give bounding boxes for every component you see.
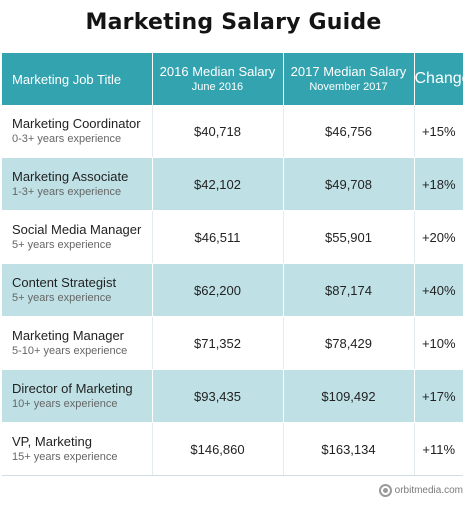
salary-2016: $62,200 (152, 263, 284, 317)
salary-2017: $49,708 (283, 157, 415, 211)
header-job-title: Marketing Job Title (2, 53, 153, 105)
salary-change: +20% (414, 210, 463, 264)
job-title: Director of Marketing (12, 381, 133, 396)
salary-2016: $146,860 (152, 422, 284, 476)
job-title: Marketing Associate (12, 169, 129, 184)
orbit-logo-icon (378, 484, 392, 497)
job-cell: Marketing Coordinator 0-3+ years experie… (2, 105, 153, 158)
header-2017-date: November 2017 (309, 81, 388, 93)
salary-change: +17% (414, 369, 463, 423)
salary-2017: $163,134 (283, 422, 415, 476)
salary-2016: $40,718 (152, 105, 284, 158)
job-title: Marketing Coordinator (12, 116, 141, 131)
job-cell: Marketing Manager 5-10+ years experience (2, 316, 153, 370)
job-experience: 5-10+ years experience (12, 345, 128, 357)
table-row: Social Media Manager 5+ years experience… (2, 210, 463, 264)
job-experience: 1-3+ years experience (12, 186, 122, 198)
salary-change: +15% (414, 105, 463, 158)
job-cell: VP, Marketing 15+ years experience (2, 422, 153, 476)
salary-change: +10% (414, 316, 463, 370)
header-2016-date: June 2016 (191, 81, 244, 93)
job-experience: 15+ years experience (12, 451, 118, 463)
salary-change: +11% (414, 422, 463, 476)
salary-change: +18% (414, 157, 463, 211)
table-row: Marketing Coordinator 0-3+ years experie… (2, 105, 463, 158)
salary-change: +40% (414, 263, 463, 317)
header-change: Change (414, 53, 467, 105)
salary-table: Marketing Job Title 2016 Median Salary J… (2, 53, 467, 476)
salary-2017: $46,756 (283, 105, 415, 158)
job-experience: 5+ years experience (12, 292, 112, 304)
table-row: Director of Marketing 10+ years experien… (2, 369, 463, 423)
table-row: Content Strategist 5+ years experience $… (2, 263, 463, 317)
job-title: VP, Marketing (12, 434, 92, 449)
table-header-row: Marketing Job Title 2016 Median Salary J… (2, 53, 467, 105)
table-row: VP, Marketing 15+ years experience $146,… (2, 422, 463, 476)
salary-2017: $87,174 (283, 263, 415, 317)
header-2016-salary: 2016 Median Salary June 2016 (152, 53, 284, 105)
job-title: Social Media Manager (12, 222, 142, 237)
table-row: Marketing Manager 5-10+ years experience… (2, 316, 463, 370)
header-2016-label: 2016 Median Salary (159, 64, 276, 79)
page-title: Marketing Salary Guide (85, 10, 382, 35)
job-cell: Content Strategist 5+ years experience (2, 263, 153, 317)
salary-2016: $42,102 (152, 157, 284, 211)
job-title: Marketing Manager (12, 328, 124, 343)
job-cell: Social Media Manager 5+ years experience (2, 210, 153, 264)
job-cell: Director of Marketing 10+ years experien… (2, 369, 153, 423)
salary-2016: $93,435 (152, 369, 284, 423)
footer-brand: orbitmedia.com (378, 484, 463, 497)
salary-2017: $78,429 (283, 316, 415, 370)
table-row: Marketing Associate 1-3+ years experienc… (2, 157, 463, 211)
job-experience: 0-3+ years experience (12, 133, 122, 145)
salary-2017: $109,492 (283, 369, 415, 423)
job-cell: Marketing Associate 1-3+ years experienc… (2, 157, 153, 211)
salary-2016: $71,352 (152, 316, 284, 370)
brand-text: orbitmedia.com (394, 485, 463, 496)
header-2017-label: 2017 Median Salary (290, 64, 407, 79)
job-experience: 10+ years experience (12, 398, 118, 410)
job-title: Content Strategist (12, 275, 117, 290)
salary-2017: $55,901 (283, 210, 415, 264)
salary-2016: $46,511 (152, 210, 284, 264)
job-experience: 5+ years experience (12, 239, 112, 251)
header-2017-salary: 2017 Median Salary November 2017 (283, 53, 415, 105)
